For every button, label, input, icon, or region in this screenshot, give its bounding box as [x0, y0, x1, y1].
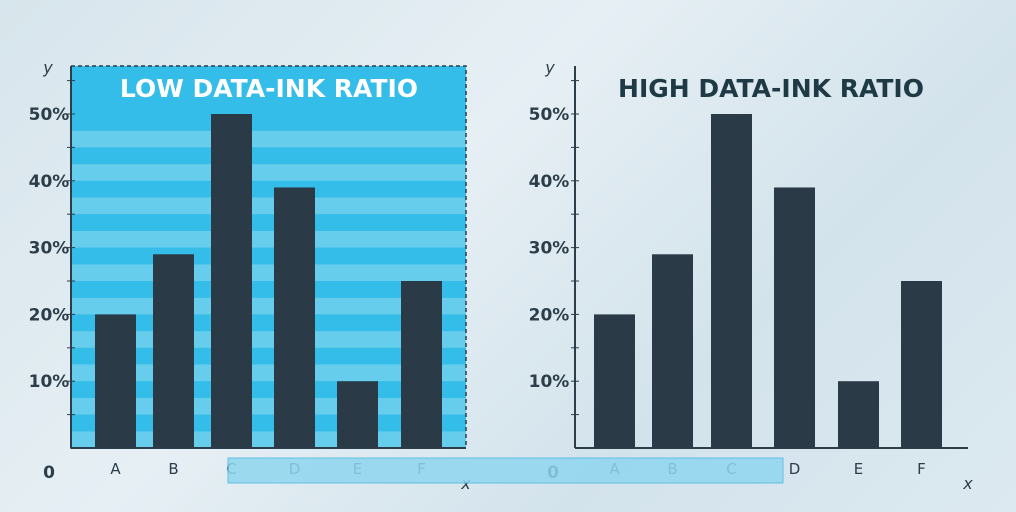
category-label: B [168, 460, 178, 478]
bar-b [652, 254, 693, 448]
bar-d [774, 187, 815, 449]
low-data-ink-chart: 10%20%30%40%50%0ABCDEFyxLOW DATA-INK RAT… [29, 58, 472, 493]
bar-a [594, 314, 635, 448]
y-tick-label: 40% [29, 172, 70, 192]
bar-e [838, 381, 879, 448]
background-band [71, 197, 466, 215]
bar-c [211, 114, 252, 448]
background-band [71, 264, 466, 281]
background-band [71, 247, 466, 265]
y-axis-name: y [42, 58, 53, 77]
background-band [71, 114, 466, 131]
bar-f [901, 281, 942, 448]
y-tick-label: 50% [529, 105, 570, 125]
bar-e [337, 381, 378, 448]
title-band [71, 66, 466, 114]
category-label: E [854, 460, 863, 478]
bar-b [153, 254, 194, 448]
background-band [71, 147, 466, 165]
y-tick-label: 30% [529, 239, 570, 259]
y-tick-label: 50% [29, 105, 70, 125]
y-tick-label: 10% [29, 372, 70, 392]
background-band [71, 214, 466, 231]
category-label: A [110, 460, 121, 478]
bar-a [95, 314, 136, 448]
high-data-ink-chart: 10%20%30%40%50%0ABCDEFyxHIGH DATA-INK RA… [529, 58, 974, 493]
y-tick-label: 30% [29, 239, 70, 259]
chart-title: LOW DATA-INK RATIO [120, 74, 418, 103]
bar-f [401, 281, 442, 448]
y-tick-label: 10% [529, 372, 570, 392]
y-tick-label: 20% [29, 305, 70, 325]
bar-d [274, 187, 315, 449]
bar-c [711, 114, 752, 448]
background-band [71, 180, 466, 198]
background-band [71, 164, 466, 181]
y-axis-name: y [544, 58, 555, 77]
x-axis-name: x [962, 474, 973, 493]
chart-title: HIGH DATA-INK RATIO [618, 74, 924, 103]
highlight-strip [227, 457, 784, 484]
background-band [71, 230, 466, 248]
y-tick-label: 20% [529, 305, 570, 325]
y-tick-label: 40% [529, 172, 570, 192]
category-label: D [789, 460, 801, 478]
background-band [71, 130, 466, 148]
zero-label: 0 [43, 463, 55, 483]
category-label: F [917, 460, 926, 478]
